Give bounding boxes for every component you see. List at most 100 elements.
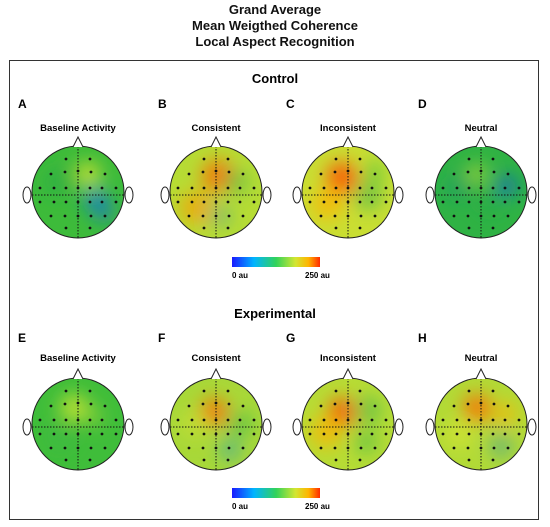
electrode-f-3 (201, 402, 205, 406)
electrode-g-27 (358, 458, 362, 462)
electrode-c-2 (319, 172, 323, 176)
electrode-e-13 (114, 418, 118, 422)
electrode-c-1 (358, 157, 362, 161)
electrode-d-6 (506, 172, 510, 176)
figure-title: Grand Average Mean Weigthed Coherence Lo… (0, 2, 550, 50)
condition-label-a: Baseline Activity (40, 123, 116, 134)
electrode-b-8 (190, 186, 194, 190)
electrode-f-18 (226, 432, 230, 436)
nose-icon-d (475, 135, 487, 148)
electrode-g-10 (346, 418, 350, 422)
electrode-b-11 (226, 186, 230, 190)
electrode-d-22 (466, 214, 470, 218)
electrode-f-8 (190, 418, 194, 422)
electrode-c-14 (308, 200, 312, 204)
activation-blob-c-2 (354, 182, 382, 210)
electrode-h-13 (517, 418, 521, 422)
electrode-e-8 (52, 418, 56, 422)
electrode-e-10 (76, 418, 80, 422)
topomap-c (292, 135, 404, 239)
electrode-f-25 (241, 446, 245, 450)
electrode-g-25 (373, 446, 377, 450)
electrode-c-7 (308, 186, 312, 190)
electrode-d-14 (441, 200, 445, 204)
electrode-b-4 (214, 169, 218, 173)
electrode-e-21 (49, 446, 53, 450)
electrode-e-23 (76, 446, 80, 450)
electrode-a-13 (114, 186, 118, 190)
activation-blob-g-2 (354, 396, 382, 424)
nose-icon-h (475, 367, 487, 380)
electrode-a-19 (100, 200, 104, 204)
title-line-1: Grand Average (228, 2, 322, 17)
electrode-a-26 (64, 226, 68, 230)
topomap-a (22, 135, 134, 239)
electrode-f-17 (214, 432, 218, 436)
electrode-f-9 (202, 418, 206, 422)
electrode-f-14 (176, 432, 180, 436)
electrode-e-19 (100, 432, 104, 436)
electrode-h-7 (441, 418, 445, 422)
nose-icon-b (210, 135, 222, 148)
nose-icon-g (342, 367, 354, 380)
electrode-b-13 (252, 186, 256, 190)
electrode-a-6 (103, 172, 107, 176)
electrode-b-21 (187, 214, 191, 218)
electrode-b-26 (202, 226, 206, 230)
electrode-a-11 (88, 186, 92, 190)
electrode-g-11 (358, 418, 362, 422)
electrode-b-27 (226, 226, 230, 230)
electrode-b-15 (190, 200, 194, 204)
panel-letter-h: H (418, 331, 427, 345)
electrode-a-7 (38, 186, 42, 190)
electrode-e-18 (88, 432, 92, 436)
electrode-e-2 (49, 404, 53, 408)
electrode-e-20 (114, 432, 118, 436)
electrode-a-21 (49, 214, 53, 218)
electrode-b-25 (241, 214, 245, 218)
activation-blob-a-0 (76, 162, 100, 186)
condition-label-g: Inconsistent (320, 353, 377, 364)
electrode-h-14 (441, 432, 445, 436)
electrode-b-23 (214, 214, 218, 218)
left-ear-icon-d (425, 186, 435, 204)
electrode-f-23 (214, 446, 218, 450)
right-ear-icon-a (124, 186, 134, 204)
electrode-c-22 (333, 214, 337, 218)
electrode-c-20 (384, 200, 388, 204)
panel-letter-a: A (18, 97, 27, 111)
electrode-f-21 (187, 446, 191, 450)
electrode-d-16 (467, 200, 471, 204)
electrode-d-12 (503, 186, 507, 190)
activation-blob-b-3 (210, 206, 230, 226)
electrode-c-23 (346, 214, 350, 218)
electrode-f-1 (226, 389, 230, 393)
electrode-h-10 (479, 418, 483, 422)
electrode-c-15 (322, 200, 326, 204)
electrode-g-22 (333, 446, 337, 450)
panel-letter-c: C (286, 97, 295, 111)
electrode-d-11 (491, 186, 495, 190)
electrode-d-13 (517, 186, 521, 190)
electrode-g-8 (322, 418, 326, 422)
electrode-a-23 (76, 214, 80, 218)
electrode-b-6 (241, 172, 245, 176)
electrode-b-22 (201, 214, 205, 218)
electrode-d-27 (491, 226, 495, 230)
electrode-g-6 (373, 404, 377, 408)
condition-label-e: Baseline Activity (40, 353, 116, 364)
colorbar-experimental-min-label: 0 au (232, 502, 248, 511)
activation-blob-f-2 (180, 410, 208, 438)
electrode-a-16 (64, 200, 68, 204)
electrode-h-1 (491, 389, 495, 393)
topomap-g (292, 367, 404, 471)
electrode-f-2 (187, 404, 191, 408)
left-ear-icon-f (160, 418, 170, 436)
electrode-g-21 (319, 446, 323, 450)
activation-blob-d-1 (497, 176, 517, 196)
condition-label-b: Consistent (191, 123, 241, 134)
colorbar-control-min-label: 0 au (232, 271, 248, 280)
electrode-d-18 (491, 200, 495, 204)
electrode-c-24 (359, 214, 363, 218)
